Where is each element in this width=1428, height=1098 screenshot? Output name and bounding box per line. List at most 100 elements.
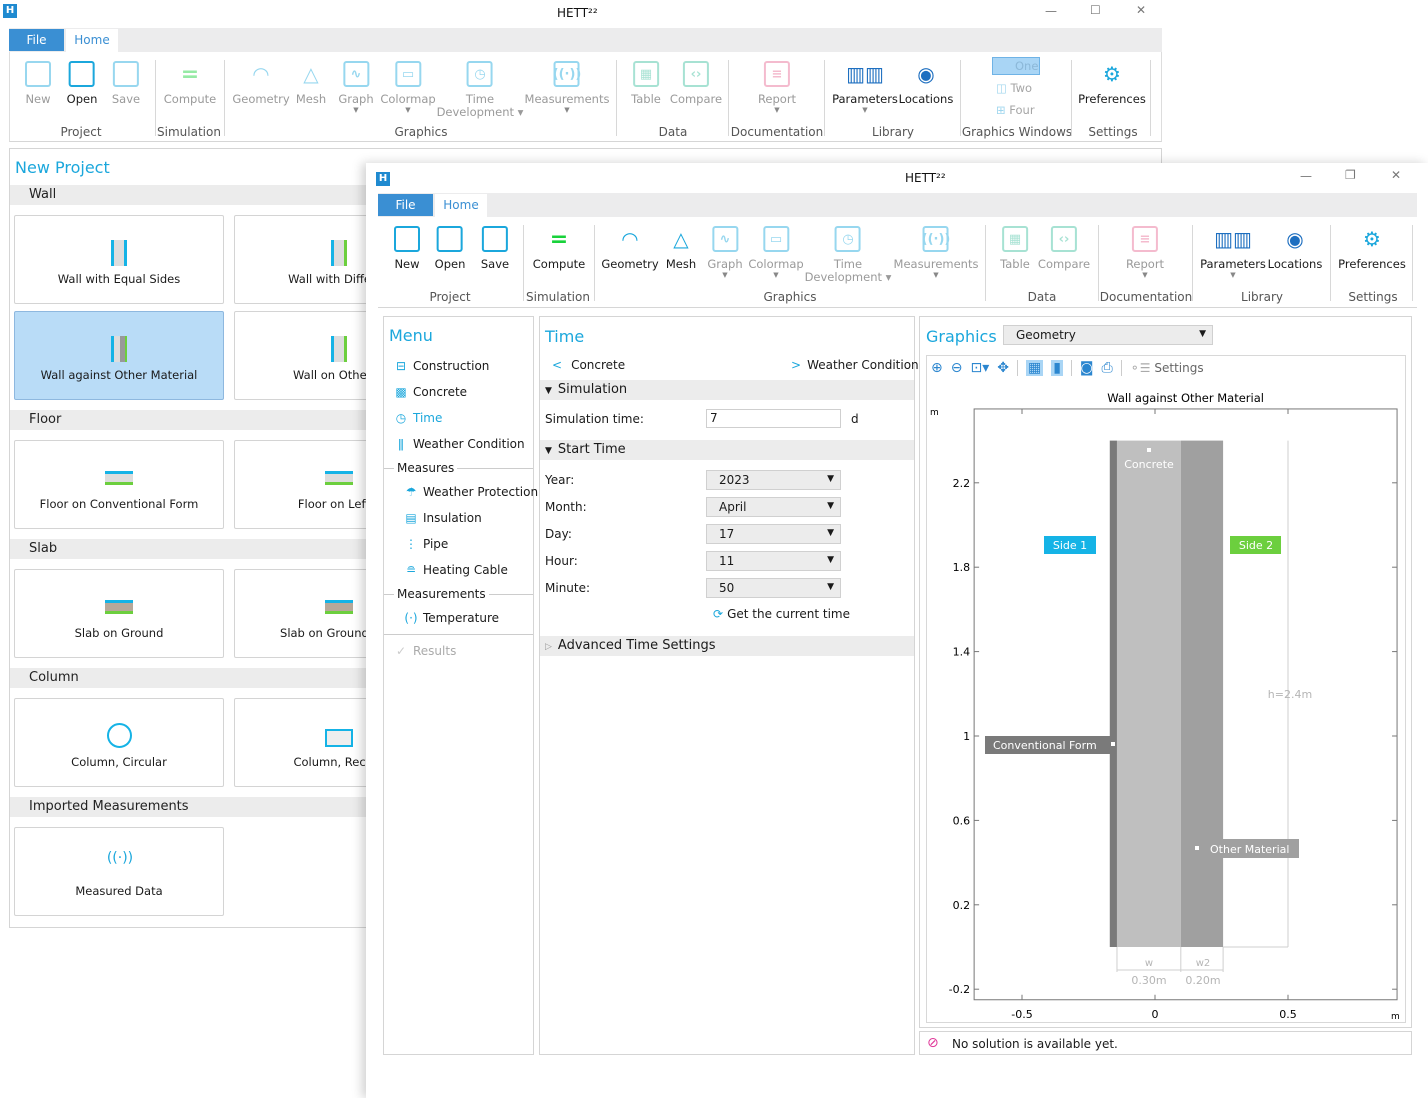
project-template-card[interactable]: Wall against Other Material (14, 311, 224, 400)
menu-item-heating-cable[interactable]: ≘ Heating Cable (403, 563, 508, 577)
ribbon-report-button[interactable]: ≡ Report ▼ (758, 61, 796, 114)
region-concrete[interactable] (1116, 440, 1181, 947)
ribbon-save-button[interactable]: Save (481, 226, 509, 271)
graphics-canvas[interactable] (926, 355, 1406, 1023)
other-material-tag[interactable] (1190, 839, 1299, 858)
project-template-card[interactable]: Slab on Ground (14, 569, 224, 658)
maximize-button[interactable]: ☐ (1090, 3, 1101, 17)
collapse-triangle-icon: ▼ (545, 446, 552, 456)
zoom-extents-icon[interactable]: ✥ (997, 360, 1009, 376)
ribbon-mesh-button[interactable]: △ Mesh (296, 61, 326, 106)
menu-item-weather-condition[interactable]: ǁ Weather Condition (393, 437, 525, 451)
print-icon[interactable]: ⎙ (1101, 360, 1113, 376)
graphics-view-select[interactable]: Geometry ▼ (1003, 325, 1213, 345)
advanced-time-settings-header[interactable]: ▷ Advanced Time Settings (540, 636, 914, 656)
zoom-box-icon[interactable]: ⊡▾ (970, 360, 990, 376)
ribbon-locations-button[interactable]: ◉ Locations (1268, 226, 1323, 271)
tab-file[interactable]: File (378, 194, 433, 216)
menu-item-construction[interactable]: ⊟ Construction (393, 359, 489, 373)
next-section-link[interactable]: > Weather Condition (791, 358, 919, 372)
close-button[interactable]: ✕ (1136, 3, 1147, 17)
menu-item-temperature[interactable]: (·) Temperature (403, 611, 499, 625)
tab-home[interactable]: Home (435, 194, 487, 217)
ribbon-compute-button[interactable]: = Compute (164, 61, 216, 106)
y-tick-label: 1.8 (953, 561, 971, 574)
ribbon-parameters-button[interactable]: ▥▥ Parameters ▼ (1200, 226, 1266, 280)
simulation-section-header[interactable]: ▼ Simulation (540, 380, 914, 400)
conventional-form-tag[interactable] (985, 736, 1110, 754)
grid-toggle-icon[interactable]: ▦ (1025, 360, 1044, 376)
y-axis-unit: m (930, 408, 939, 418)
colorbar-toggle-icon[interactable]: ▮ (1051, 360, 1063, 376)
simulation-time-input[interactable]: 7 (706, 409, 841, 428)
ribbon-colormap-button[interactable]: ▭ Colormap ▼ (748, 226, 804, 279)
tab-file[interactable]: File (9, 29, 64, 51)
region-conventional-form[interactable] (1109, 440, 1117, 947)
ribbon-graph-button[interactable]: ∿ Graph ▼ (707, 226, 743, 279)
ribbon-compute-button[interactable]: = Compute (533, 226, 585, 271)
geometry-plot[interactable]: Wall against Other Material m m -0.5 0 0.5 2.2… (926, 380, 1406, 1020)
minimize-button[interactable]: — (1300, 169, 1312, 183)
start-time-section-header[interactable]: ▼ Start Time (540, 440, 914, 460)
ribbon-colormap-button[interactable]: ▭ Colormap ▼ (380, 61, 436, 114)
ribbon-report-button[interactable]: ≡ Report ▼ (1126, 226, 1164, 279)
ribbon-open-button[interactable]: Open (67, 61, 97, 106)
ribbon-table-button[interactable]: ▦ Table (631, 61, 661, 106)
graphics-window-four-button[interactable]: ⊞ Four (996, 103, 1035, 117)
ribbon-graph-button[interactable]: ∿ Graph ▼ (338, 61, 374, 114)
ribbon-new-button[interactable]: New (25, 61, 51, 106)
ribbon-preferences-button[interactable]: ⚙ Preferences (1338, 226, 1406, 271)
get-current-time-button[interactable]: ⟳ Get the current time (713, 607, 850, 621)
ribbon-mesh-button[interactable]: △ Mesh (666, 226, 696, 271)
project-template-card[interactable]: Floor on Conventional Form (14, 440, 224, 529)
tab-home[interactable]: Home (66, 29, 118, 52)
minute-select[interactable]: 50 ▼ (706, 578, 841, 598)
zoom-in-icon[interactable]: ⊕ (931, 360, 943, 376)
status-message: No solution is available yet. (952, 1037, 1118, 1051)
ribbon-measurements-button[interactable]: ((·)) Measurements ▼ (525, 61, 609, 114)
ribbon-open-button[interactable]: Open (435, 226, 465, 271)
ribbon-new-button[interactable]: New (394, 226, 420, 271)
menu-item-concrete[interactable]: ▩ Concrete (393, 385, 467, 399)
zoom-out-icon[interactable]: ⊖ (950, 360, 963, 376)
menu-item-insulation[interactable]: ▤ Insulation (403, 511, 481, 525)
ribbon-time-development-button[interactable]: ◷ Time Development ▾ (437, 61, 523, 119)
side-2-tag[interactable] (1230, 536, 1281, 554)
side-1-tag[interactable] (1044, 536, 1096, 554)
ribbon-compare-button[interactable]: ‹› Compare (670, 61, 722, 106)
toolbar-divider (1016, 360, 1018, 376)
year-select[interactable]: 2023 ▼ (706, 470, 841, 490)
ribbon-locations-button[interactable]: ◉ Locations (899, 61, 954, 106)
menu-item-pipe[interactable]: ⋮ Pipe (403, 537, 448, 551)
ribbon-geometry-button[interactable]: ◠ Geometry (601, 226, 658, 271)
divider (384, 467, 394, 469)
close-button[interactable]: ✕ (1391, 168, 1402, 182)
day-select[interactable]: 17 ▼ (706, 524, 841, 544)
ribbon-parameters-button[interactable]: ▥▥ Parameters ▼ (832, 61, 898, 115)
region-other-material[interactable] (1180, 440, 1224, 947)
select-value: 11 (719, 554, 735, 568)
hour-select[interactable]: 11 ▼ (706, 551, 841, 571)
settings-button[interactable]: ⚬☰ Settings (1129, 361, 1204, 375)
ribbon-table-button[interactable]: ▦ Table (1000, 226, 1030, 271)
ribbon-preferences-button[interactable]: ⚙ Preferences (1078, 61, 1146, 106)
menu-item-weather-protection[interactable]: ☂ Weather Protection (403, 485, 538, 499)
project-template-card[interactable]: Column, Circular (14, 698, 224, 787)
restore-button[interactable]: ❐ (1345, 168, 1356, 182)
month-select[interactable]: April ▼ (706, 497, 841, 517)
minimize-button[interactable]: — (1045, 4, 1057, 18)
graphics-window-two-button[interactable]: ◫ Two (996, 81, 1033, 95)
ribbon-compare-button[interactable]: ‹› Compare (1038, 226, 1090, 271)
menu-item-time[interactable]: ◷ Time (393, 411, 443, 425)
ribbon-save-button[interactable]: Save (112, 61, 140, 106)
ribbon-measurements-button[interactable]: ((·)) Measurements ▼ (894, 226, 978, 279)
graphics-window-one-button[interactable]: One (992, 57, 1040, 75)
ribbon-time-development-button[interactable]: ◷ Time Development ▾ (805, 226, 891, 284)
menu-item-results[interactable]: ✓ Results (393, 644, 456, 658)
project-template-card[interactable]: Wall with Equal Sides (14, 215, 224, 304)
previous-section-link[interactable]: < Concrete (552, 358, 626, 372)
w2-label: w2 (1196, 958, 1211, 969)
camera-icon[interactable]: ◙ (1079, 360, 1094, 376)
ribbon-geometry-button[interactable]: ◠ Geometry (232, 61, 289, 106)
project-template-card[interactable]: ((·)) Measured Data (14, 827, 224, 916)
